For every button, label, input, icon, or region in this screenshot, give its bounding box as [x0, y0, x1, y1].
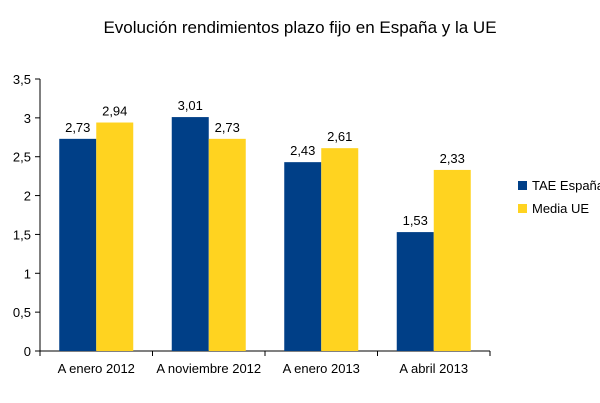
- legend-label: TAE España: [532, 178, 600, 193]
- y-tick-label: 2,5: [13, 150, 31, 165]
- bar: [396, 232, 434, 351]
- bar: [433, 169, 471, 351]
- x-tick-label: A enero 2013: [283, 361, 360, 376]
- data-label: 1,53: [403, 213, 428, 228]
- y-tick-label: 3: [24, 111, 31, 126]
- data-label: 2,94: [102, 104, 127, 119]
- y-tick-label: 1: [24, 266, 31, 281]
- data-label: 2,33: [440, 151, 465, 166]
- y-tick-label: 0,5: [13, 305, 31, 320]
- bar: [96, 122, 134, 352]
- data-label: 2,73: [215, 120, 240, 135]
- y-tick-label: 1,5: [13, 227, 31, 242]
- data-label: 2,73: [65, 120, 90, 135]
- bar: [59, 138, 97, 351]
- data-label: 3,01: [178, 98, 203, 113]
- legend-swatch: [518, 204, 527, 213]
- legend-label: Media UE: [532, 201, 589, 216]
- x-tick-label: A enero 2012: [58, 361, 135, 376]
- x-tick-label: A abril 2013: [399, 361, 468, 376]
- y-tick-label: 2: [24, 189, 31, 204]
- data-label: 2,61: [327, 129, 352, 144]
- y-tick-label: 3,5: [13, 72, 31, 87]
- y-tick-label: 0: [24, 344, 31, 359]
- bar: [208, 138, 246, 351]
- chart-title: Evolución rendimientos plazo fijo en Esp…: [103, 18, 497, 37]
- x-tick-label: A noviembre 2012: [156, 361, 261, 376]
- bar: [284, 162, 322, 351]
- bar: [171, 117, 209, 351]
- data-label: 2,43: [290, 143, 315, 158]
- legend-swatch: [518, 181, 527, 190]
- bar: [321, 148, 359, 351]
